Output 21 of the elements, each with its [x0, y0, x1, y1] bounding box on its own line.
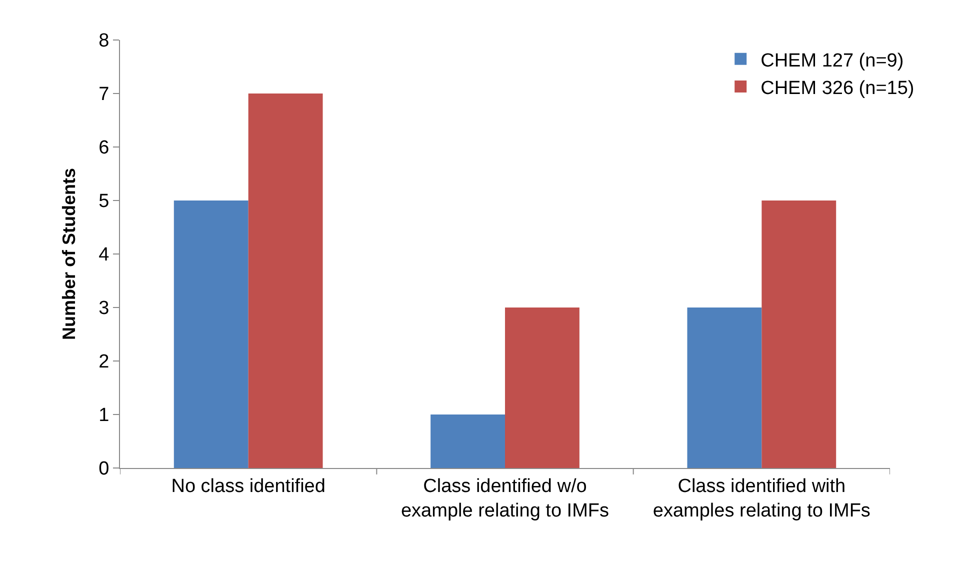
- legend-label: CHEM 326 (n=15): [760, 78, 914, 99]
- x-tick-label: No class identified: [171, 476, 326, 497]
- y-tick-label: 2: [98, 352, 110, 373]
- y-tick-label: 5: [98, 191, 110, 212]
- bar: [174, 200, 248, 468]
- y-tick-label: 8: [98, 30, 110, 52]
- x-tick-label: Class identified w/o example relating to IMFs: [400, 476, 610, 522]
- y-tick-label: 4: [98, 244, 110, 266]
- bar: [248, 94, 323, 468]
- y-axis-title: Number of Students: [58, 168, 79, 340]
- bar: [762, 200, 836, 468]
- bar: [430, 414, 505, 468]
- y-tick-label: 0: [98, 458, 110, 480]
- legend-label: CHEM 127 (n=9): [760, 50, 904, 72]
- y-tick-label: 6: [98, 138, 110, 159]
- bar: [687, 308, 762, 468]
- y-tick-label: 1: [98, 405, 110, 426]
- y-tick-label: 3: [98, 298, 110, 320]
- y-tick-label: 7: [98, 84, 110, 106]
- x-tick-label: Class identified with examples relating to IMFs: [652, 476, 870, 522]
- bar: [505, 308, 580, 468]
